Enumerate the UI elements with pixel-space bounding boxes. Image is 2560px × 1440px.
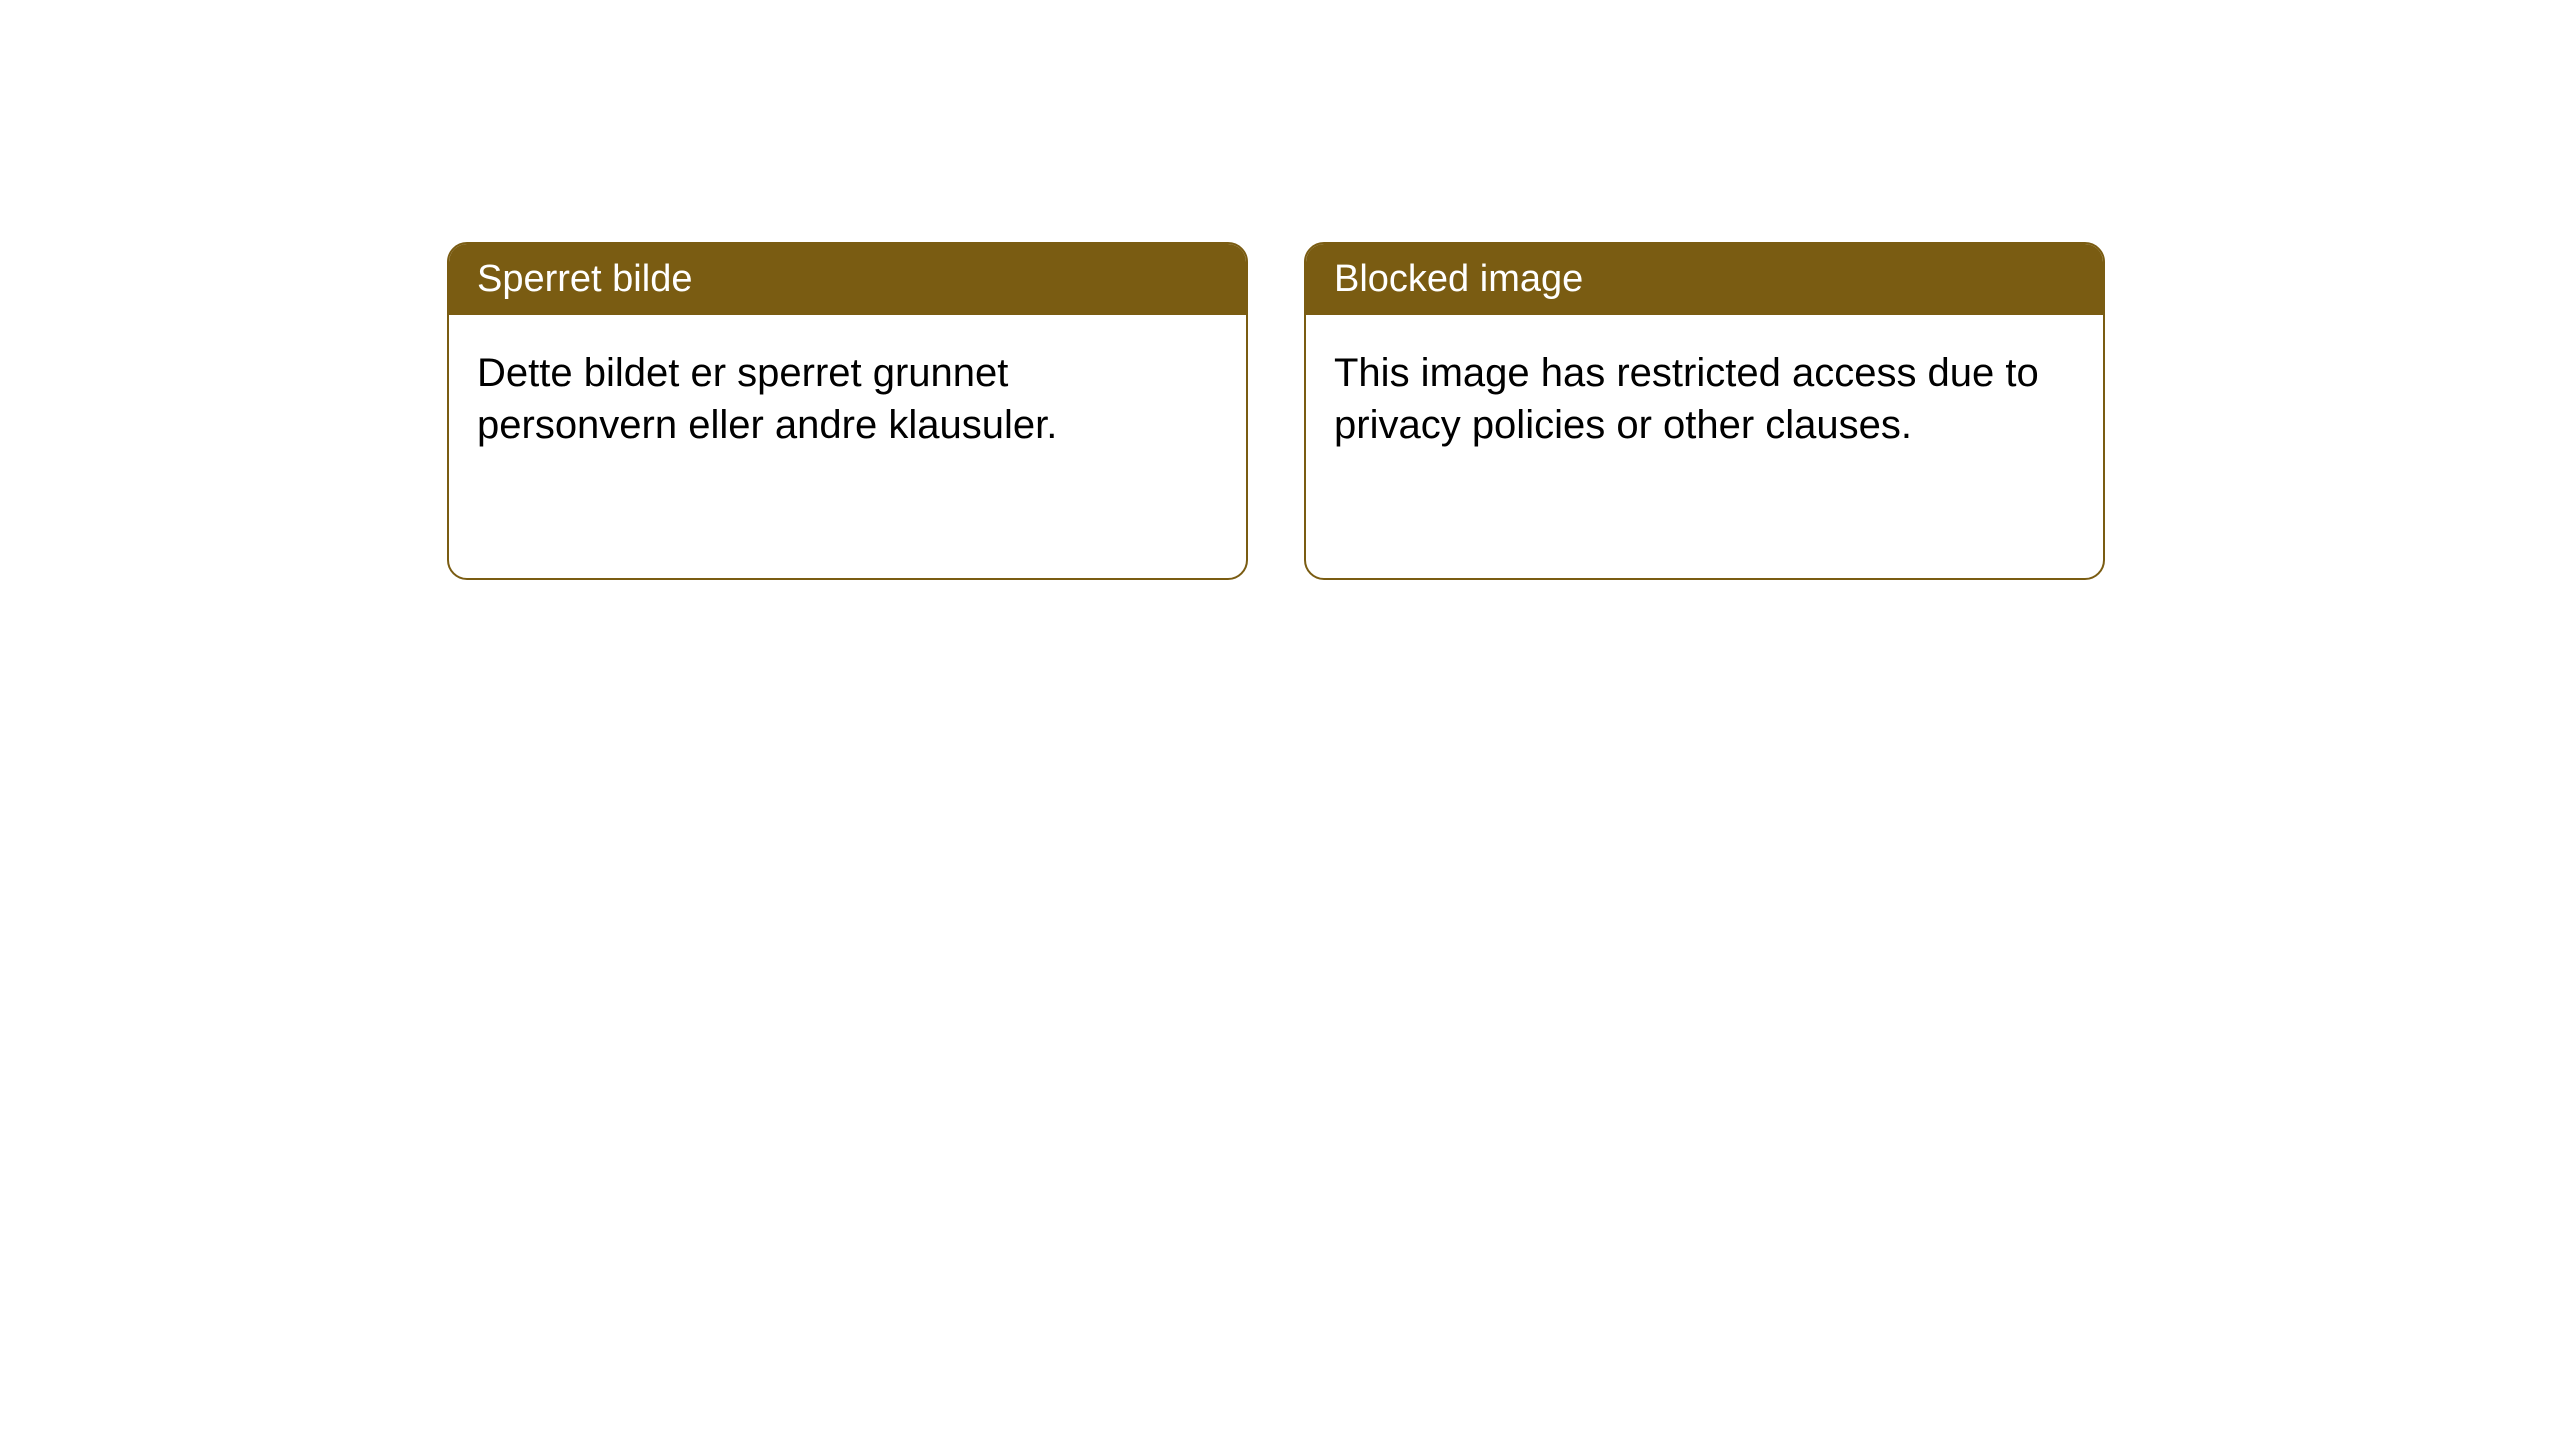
notice-title: Blocked image — [1306, 244, 2103, 315]
notice-card-norwegian: Sperret bilde Dette bildet er sperret gr… — [447, 242, 1248, 580]
notice-body: Dette bildet er sperret grunnet personve… — [449, 315, 1246, 483]
notice-body: This image has restricted access due to … — [1306, 315, 2103, 483]
notice-title: Sperret bilde — [449, 244, 1246, 315]
notice-card-english: Blocked image This image has restricted … — [1304, 242, 2105, 580]
blocked-image-notices: Sperret bilde Dette bildet er sperret gr… — [447, 242, 2105, 580]
